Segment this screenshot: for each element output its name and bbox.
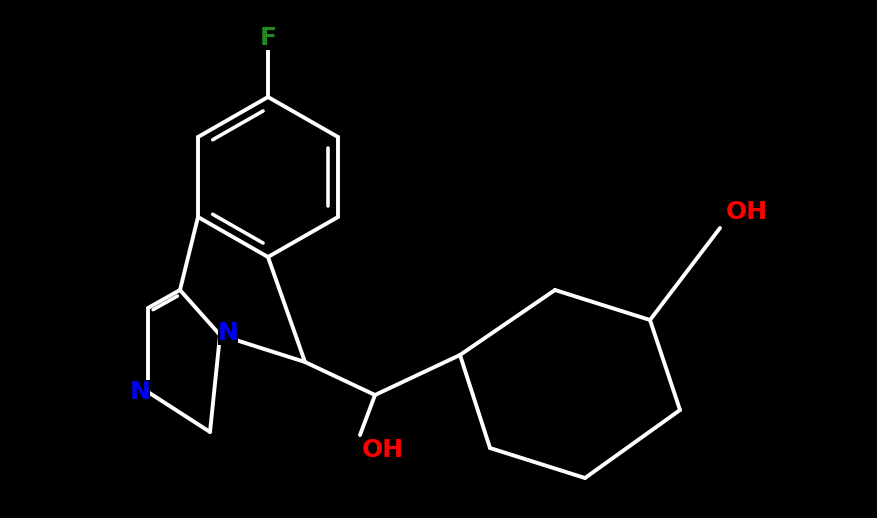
Text: N: N — [130, 380, 150, 404]
Text: N: N — [217, 321, 239, 345]
Text: OH: OH — [361, 438, 403, 462]
Text: OH: OH — [725, 200, 767, 224]
Text: F: F — [260, 26, 276, 50]
